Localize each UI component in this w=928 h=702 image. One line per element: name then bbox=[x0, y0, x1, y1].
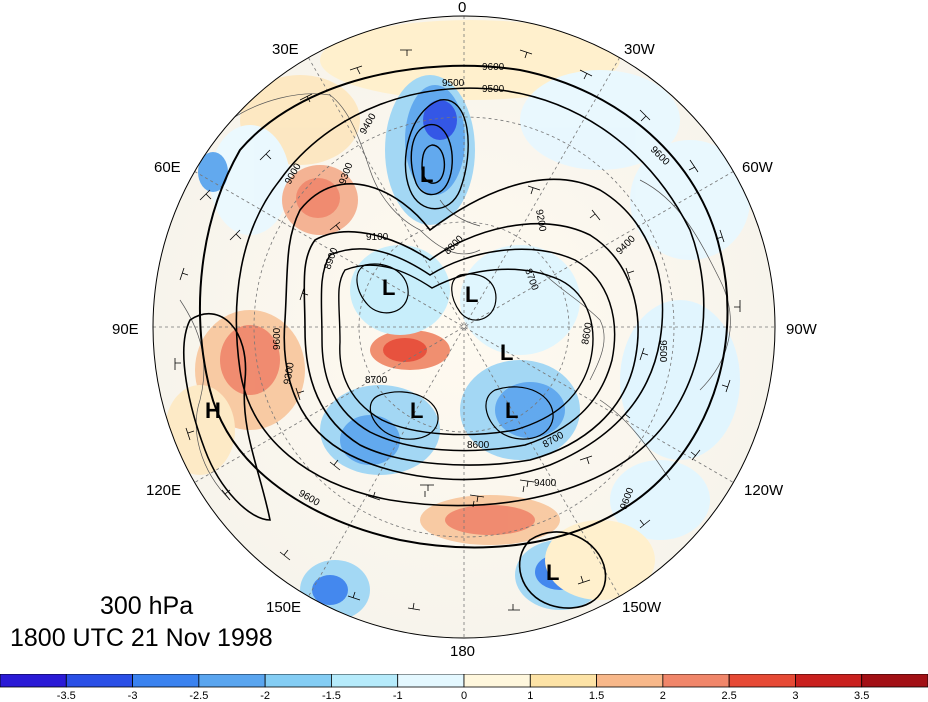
colorbar-box bbox=[132, 674, 200, 688]
colorbar-box bbox=[0, 674, 67, 688]
pressure-centers: L L L L L L L H bbox=[205, 162, 559, 585]
map-disk bbox=[153, 16, 775, 638]
contour-label: 9500 bbox=[657, 340, 668, 363]
contour-label: 8700 bbox=[365, 375, 388, 386]
contour-label: 9500 bbox=[482, 84, 505, 95]
lon-label-90w: 90W bbox=[786, 321, 817, 338]
colorbar-label: -2.5 bbox=[189, 690, 209, 702]
contour-label: 8600 bbox=[580, 321, 595, 345]
low-center: L bbox=[500, 340, 513, 365]
colorbar-box bbox=[65, 674, 133, 688]
lon-label-90e: 90E bbox=[112, 321, 139, 338]
colorbar-box bbox=[463, 674, 531, 688]
contour-label: 9500 bbox=[442, 78, 465, 89]
lon-label-150e: 150E bbox=[266, 599, 302, 616]
colorbar-label: 1 bbox=[527, 690, 534, 702]
coastlines bbox=[179, 93, 731, 501]
level-label: 300 hPa bbox=[100, 592, 194, 620]
contour-label: 9600 bbox=[272, 327, 283, 350]
colorbar-box bbox=[728, 674, 796, 688]
lon-label-30w: 30W bbox=[624, 41, 655, 58]
valid-time-label: 1800 UTC 21 Nov 1998 bbox=[10, 624, 273, 652]
anomaly-shading bbox=[165, 20, 750, 620]
contour-label: 9600 bbox=[482, 62, 505, 73]
colorbar-box bbox=[529, 674, 597, 688]
low-center: L bbox=[410, 398, 423, 423]
lon-label-120e: 120E bbox=[146, 482, 182, 499]
lon-label-30e: 30E bbox=[272, 41, 299, 58]
contour-label: 9100 bbox=[366, 232, 389, 243]
high-center: H bbox=[205, 398, 221, 423]
colorbar-box bbox=[331, 674, 399, 688]
colorbar-label: 2 bbox=[659, 690, 666, 702]
colorbar-label: -3 bbox=[127, 690, 138, 702]
wind-barbs bbox=[174, 49, 741, 611]
colorbar-box bbox=[198, 674, 266, 688]
graticule bbox=[153, 16, 775, 638]
colorbar-label: 0 bbox=[460, 690, 468, 702]
low-center: L bbox=[465, 282, 478, 307]
colorbar-box bbox=[795, 674, 863, 688]
low-center: L bbox=[505, 398, 518, 423]
colorbar-label: 3 bbox=[792, 690, 799, 702]
lon-label-150w: 150W bbox=[622, 599, 662, 616]
colorbar-box bbox=[264, 674, 332, 688]
colorbar-label: 2.5 bbox=[721, 690, 737, 702]
colorbar-box bbox=[861, 674, 928, 688]
colorbar-box bbox=[662, 674, 730, 688]
height-contours bbox=[183, 64, 729, 609]
colorbar-label: -1 bbox=[392, 690, 403, 702]
contour-label: 9200 bbox=[533, 209, 548, 233]
colorbar-label: 1.5 bbox=[588, 690, 605, 702]
lon-label-120w: 120W bbox=[744, 482, 784, 499]
colorbar-box bbox=[397, 674, 465, 688]
colorbar-label: -1.5 bbox=[321, 690, 341, 702]
colorbar-label: -2 bbox=[260, 690, 271, 702]
contour-label: 8600 bbox=[467, 440, 490, 451]
colorbar-label: -3.5 bbox=[56, 690, 76, 702]
low-center: L bbox=[546, 560, 559, 585]
low-center: L bbox=[382, 275, 395, 300]
colorbar-label: 3.5 bbox=[854, 690, 870, 702]
low-center: L bbox=[420, 162, 433, 187]
colorbar bbox=[0, 674, 928, 688]
lon-label-0: 0 bbox=[458, 0, 467, 16]
lon-label-60e: 60E bbox=[154, 159, 181, 176]
contour-label: 9400 bbox=[534, 478, 557, 489]
lon-label-60w: 60W bbox=[742, 159, 773, 176]
contour-label: 9300 bbox=[282, 361, 297, 385]
map-border bbox=[152, 15, 776, 639]
colorbar-box bbox=[596, 674, 664, 688]
lon-label-180: 180 bbox=[450, 643, 476, 660]
